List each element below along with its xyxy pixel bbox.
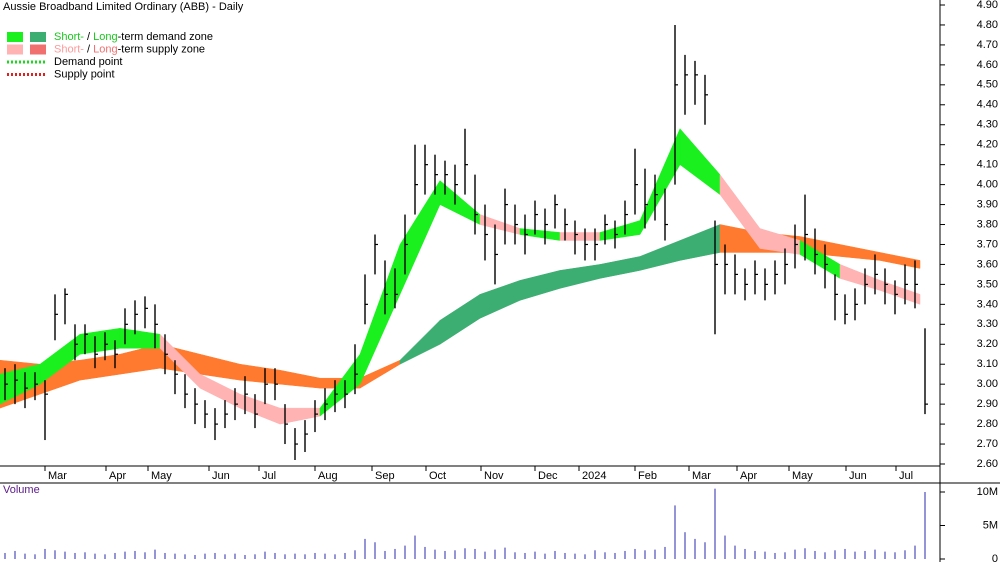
long-zone-segment [559,264,601,289]
x-tick-label: Jun [212,470,230,482]
short-zone-segment [599,220,641,241]
legend-text: Supply point [54,68,115,80]
x-tick-label: Oct [429,470,446,482]
y-tick-label: 4.00 [977,179,998,191]
legend-swatch [30,32,46,42]
long-zone-segment [839,244,881,261]
y-tick-label: 3.40 [977,298,998,310]
x-tick-label: May [792,470,813,482]
y-tick-label: 4.80 [977,19,998,31]
short-zone-segment [679,128,721,196]
y-tick-label: 3.00 [977,378,998,390]
y-tick-label: 3.70 [977,238,998,250]
volume-tick-label: 10M [977,486,998,498]
legend-text-part: Short- [54,31,84,43]
short-zone-segment [879,280,921,305]
legend-text-part: -term supply zone [118,43,205,55]
long-zone-segment [599,256,641,279]
legend-text-part: Short- [54,43,84,55]
y-tick-label: 4.20 [977,139,998,151]
long-zone-segment [679,224,721,261]
y-tick-label: 3.20 [977,338,998,350]
y-tick-label: 3.60 [977,258,998,270]
legend-text-part: Long [93,31,117,43]
long-zone-segment [279,369,321,389]
legend-swatch [7,32,23,42]
y-tick-label: 4.10 [977,159,998,171]
long-zone-segment [519,270,561,301]
long-zone-segment [239,363,281,385]
y-tick-label: 2.80 [977,418,998,430]
legend-text-part: Supply point [54,68,115,80]
legend-text-part: Demand point [54,56,123,68]
long-zone-segment [879,252,921,269]
long-zone-segment [199,353,241,381]
short-zone-segment [399,179,441,295]
x-tick-label: Sep [375,470,395,482]
short-zone-segment [279,407,321,425]
short-zone-segment [839,264,881,291]
x-tick-label: Jul [899,470,913,482]
y-tick-label: 3.50 [977,278,998,290]
y-tick-label: 4.70 [977,39,998,51]
x-tick-label: Aug [318,470,338,482]
long-zone-segment [79,353,121,381]
y-tick-label: 4.90 [977,0,998,11]
legend-text-part: / [84,43,93,55]
x-tick-label: Mar [692,470,711,482]
volume-tick-label: 0 [992,553,998,562]
legend-text-part: / [84,31,93,43]
legend-text: Short- / Long-term supply zone [54,43,205,55]
y-tick-label: 2.90 [977,398,998,410]
y-tick-label: 3.80 [977,218,998,230]
y-tick-label: 4.60 [977,59,998,71]
short-zone-segment [79,328,121,355]
y-tick-label: 2.70 [977,438,998,450]
x-tick-label: Nov [484,470,504,482]
y-tick-label: 3.10 [977,358,998,370]
x-tick-label: Dec [538,470,558,482]
volume-label: Volume [3,484,40,496]
legend-text: Short- / Long-term demand zone [54,31,213,43]
legend-swatch [7,44,23,55]
chart-title: Aussie Broadband Limited Ordinary (ABB) … [3,1,244,13]
short-zone-segment [479,214,521,235]
legend-text-part: Long [93,43,117,55]
y-tick-label: 3.90 [977,198,998,210]
long-zone-segment [479,280,521,319]
x-tick-label: Feb [638,470,657,482]
volume-tick-label: 5M [983,519,998,531]
y-tick-label: 4.30 [977,119,998,131]
legend-text-part: -term demand zone [118,31,213,43]
short-zone-segment [439,180,481,225]
x-tick-label: Apr [740,470,757,482]
x-tick-label: Jun [849,470,867,482]
long-zone-segment [439,293,481,345]
legend-swatch [30,44,46,55]
x-tick-label: May [151,470,172,482]
y-tick-label: 2.60 [977,458,998,470]
x-tick-label: Mar [48,470,67,482]
long-zone-segment [399,319,441,365]
x-tick-label: 2024 [582,470,606,482]
short-zone-segment [119,328,161,349]
legend-text: Demand point [54,56,123,68]
long-zone-segment [639,240,681,271]
y-tick-label: 3.30 [977,318,998,330]
x-tick-label: Jul [262,470,276,482]
short-zone-segment [239,393,281,425]
x-tick-label: Apr [109,470,126,482]
y-tick-label: 4.40 [977,99,998,111]
y-tick-label: 4.50 [977,79,998,91]
short-zone-segment [559,232,601,241]
long-zone-segment [119,343,161,375]
short-zone-segment [639,128,681,236]
